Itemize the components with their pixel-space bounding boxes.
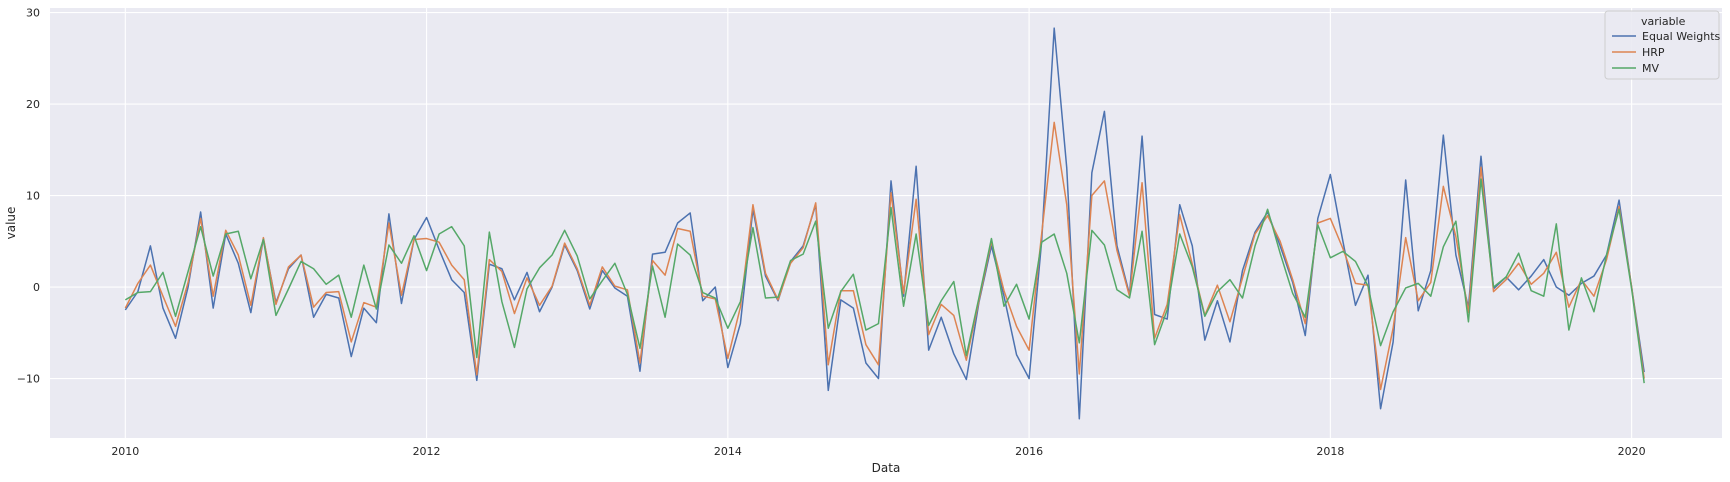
legend-title: variable	[1641, 15, 1686, 28]
x-tick-label: 2010	[111, 445, 139, 458]
x-axis-ticks: 2010 2012 2014 2016 2018 2020	[111, 445, 1645, 458]
x-tick-label: 2016	[1015, 445, 1043, 458]
y-tick-label: 10	[26, 190, 40, 203]
y-tick-label: 0	[33, 281, 40, 294]
x-tick-label: 2018	[1316, 445, 1344, 458]
y-axis-label: value	[4, 207, 18, 240]
grid-lines	[50, 8, 1722, 438]
legend-entry-label: HRP	[1642, 46, 1665, 59]
x-tick-label: 2020	[1618, 445, 1646, 458]
series-lines	[124, 27, 1645, 420]
legend-entry-label: Equal Weights	[1642, 30, 1721, 43]
x-tick-label: 2014	[714, 445, 742, 458]
y-tick-label: −10	[17, 373, 40, 386]
plot-background	[50, 8, 1722, 438]
y-tick-label: 30	[26, 7, 40, 20]
series-line-mv	[124, 178, 1645, 384]
legend: variable Equal Weights HRP MV	[1604, 10, 1721, 80]
legend-box	[1604, 10, 1720, 80]
x-tick-label: 2012	[413, 445, 441, 458]
x-axis-label: Data	[872, 461, 901, 475]
y-tick-label: 20	[26, 98, 40, 111]
legend-entry-label: MV	[1642, 62, 1659, 75]
series-line-hrp	[124, 121, 1645, 391]
y-axis-ticks: −10 0 10 20 30	[17, 7, 40, 386]
